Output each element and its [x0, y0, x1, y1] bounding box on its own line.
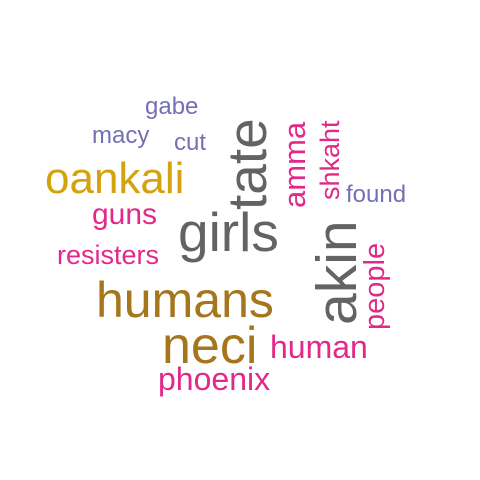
word-resisters: resisters [57, 240, 160, 270]
word-girls: girls [178, 201, 279, 263]
word-phoenix: phoenix [158, 361, 271, 397]
word-neci: neci [162, 317, 258, 375]
word-tate: tate [216, 118, 278, 210]
word-people: people [359, 242, 391, 330]
word-oankali: oankali [45, 154, 185, 203]
word-gabe: gabe [145, 93, 199, 120]
word-cut: cut [174, 129, 207, 156]
word-human: human [270, 329, 368, 365]
word-found: found [346, 181, 407, 208]
word-humans: humans [96, 272, 274, 328]
word-guns: guns [92, 198, 158, 231]
word-shkaht: shkaht [315, 120, 345, 200]
word-amma: amma [277, 121, 312, 208]
word-macy: macy [92, 122, 150, 149]
word-akin: akin [305, 220, 369, 325]
